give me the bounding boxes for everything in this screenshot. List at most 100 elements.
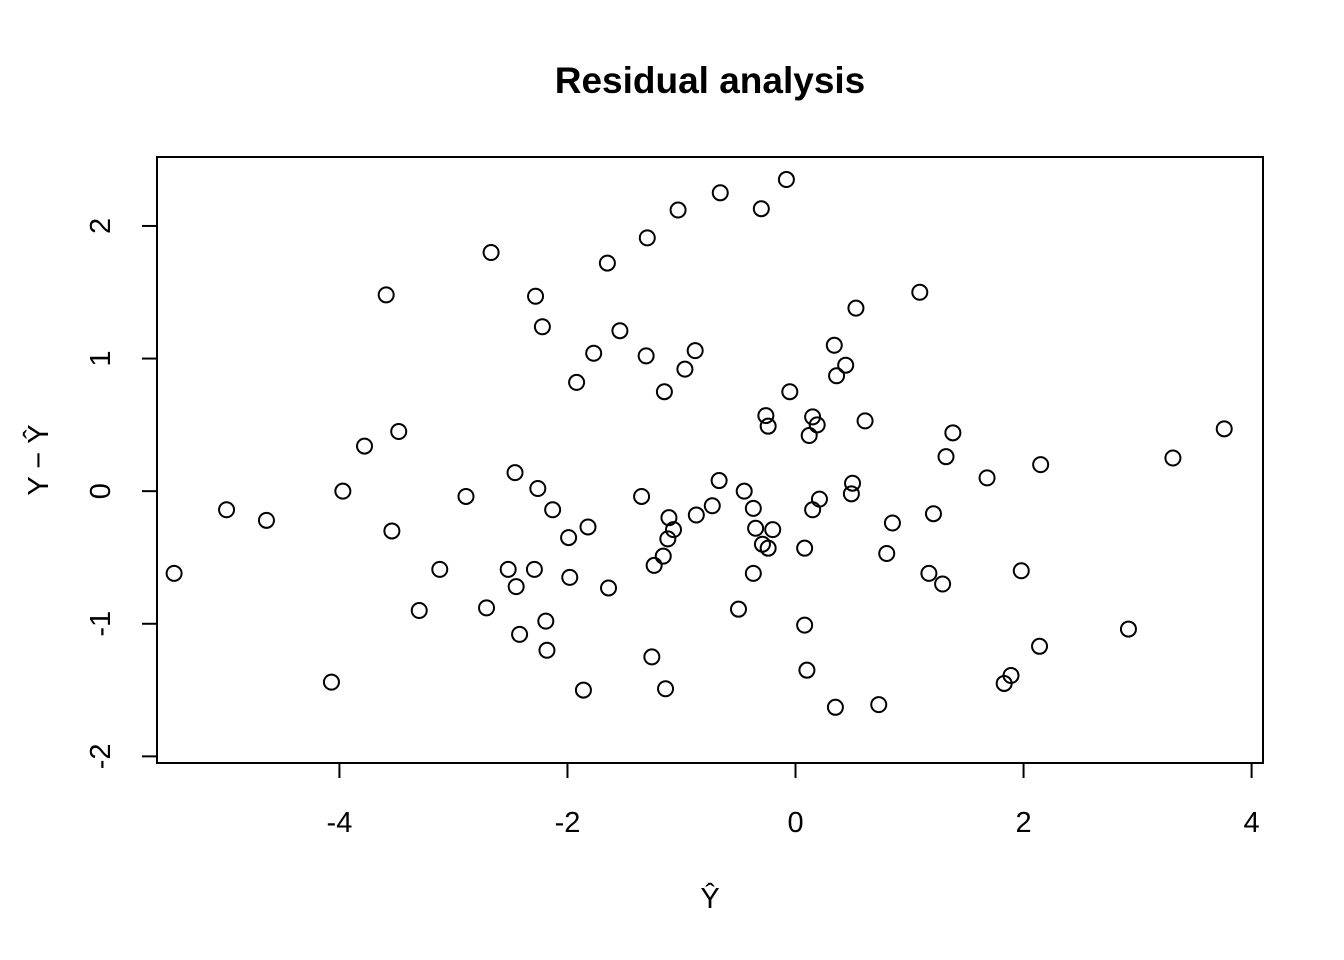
data-point <box>1032 456 1050 474</box>
data-point <box>537 612 555 630</box>
data-point <box>744 499 762 517</box>
data-point <box>643 648 661 666</box>
data-point <box>676 360 694 378</box>
data-point <box>218 501 236 519</box>
data-point <box>561 568 579 586</box>
x-tick-label: -2 <box>555 807 581 839</box>
x-tick-label: -4 <box>327 807 353 839</box>
data-point <box>568 373 586 391</box>
svg-text:Y − Ŷ: Y − Ŷ <box>22 424 55 495</box>
data-point <box>633 487 651 505</box>
data-point <box>529 480 547 498</box>
x-tick-label: 0 <box>787 807 803 839</box>
data-point <box>560 529 578 547</box>
data-point <box>457 487 475 505</box>
data-point <box>798 661 816 679</box>
data-point <box>759 539 777 557</box>
data-point <box>383 522 401 540</box>
data-point <box>847 299 865 317</box>
data-point <box>669 201 687 219</box>
y-tick-label: -1 <box>85 611 117 637</box>
data-point <box>377 286 395 304</box>
data-point <box>744 564 762 582</box>
data-point <box>764 521 782 539</box>
data-point <box>944 424 962 442</box>
data-point <box>659 530 677 548</box>
data-point <box>796 616 814 634</box>
data-points <box>165 171 1233 716</box>
data-point <box>1031 637 1049 655</box>
data-point <box>825 336 843 354</box>
data-point <box>638 229 656 247</box>
data-point <box>808 416 826 434</box>
data-point <box>525 560 543 578</box>
y-tick-label: -2 <box>85 743 117 769</box>
y-tick-label: 2 <box>85 218 117 234</box>
data-point <box>686 342 704 360</box>
x-tick-label: 2 <box>1015 807 1031 839</box>
data-point <box>752 200 770 218</box>
y-tick-label: 0 <box>85 483 117 499</box>
data-point <box>527 287 545 305</box>
data-point <box>322 673 340 691</box>
data-point <box>511 625 529 643</box>
data-point <box>1215 420 1233 438</box>
data-point <box>637 347 655 365</box>
data-point <box>911 283 929 301</box>
data-point <box>655 383 673 401</box>
data-point <box>937 448 955 466</box>
data-point <box>856 412 874 430</box>
data-point <box>924 505 942 523</box>
x-axis-label: Ŷ <box>700 882 719 915</box>
data-point <box>978 469 996 487</box>
data-point <box>478 599 496 617</box>
data-point <box>804 501 822 519</box>
data-point <box>828 367 846 385</box>
data-point <box>334 482 352 500</box>
data-point <box>777 171 795 189</box>
data-point <box>759 417 777 435</box>
data-point <box>165 564 183 582</box>
data-point <box>800 426 818 444</box>
data-point <box>499 560 517 578</box>
data-point <box>1119 620 1137 638</box>
data-point <box>431 560 449 578</box>
data-point <box>687 506 705 524</box>
data-point <box>654 547 672 565</box>
data-point <box>257 511 275 529</box>
data-point <box>781 383 799 401</box>
data-point <box>711 184 729 202</box>
data-point <box>390 422 408 440</box>
data-point <box>837 356 855 374</box>
data-point <box>574 681 592 699</box>
data-point <box>747 519 765 537</box>
data-point <box>507 578 525 596</box>
data-point <box>842 485 860 503</box>
svg-text:Ŷ: Ŷ <box>700 882 719 915</box>
data-point <box>883 514 901 532</box>
data-point <box>645 556 663 574</box>
data-point <box>410 602 428 620</box>
data-point <box>1012 562 1030 580</box>
data-point <box>579 518 597 536</box>
y-tick-label: 1 <box>85 350 117 366</box>
data-point <box>878 544 896 562</box>
data-point <box>533 318 551 336</box>
data-point <box>735 482 753 500</box>
plot-frame <box>156 156 1264 764</box>
data-point <box>920 564 938 582</box>
data-point <box>870 696 888 714</box>
data-point <box>598 254 616 272</box>
x-axis: -4 -2 0 2 4 <box>327 762 1260 839</box>
data-point <box>826 698 844 716</box>
y-axis-label: Y − Ŷ <box>22 424 55 495</box>
data-point <box>703 497 721 515</box>
data-point <box>600 579 618 597</box>
data-point <box>710 472 728 490</box>
data-point <box>506 464 524 482</box>
data-point <box>482 243 500 261</box>
data-point <box>810 490 828 508</box>
data-point <box>844 474 862 492</box>
data-point <box>356 437 374 455</box>
